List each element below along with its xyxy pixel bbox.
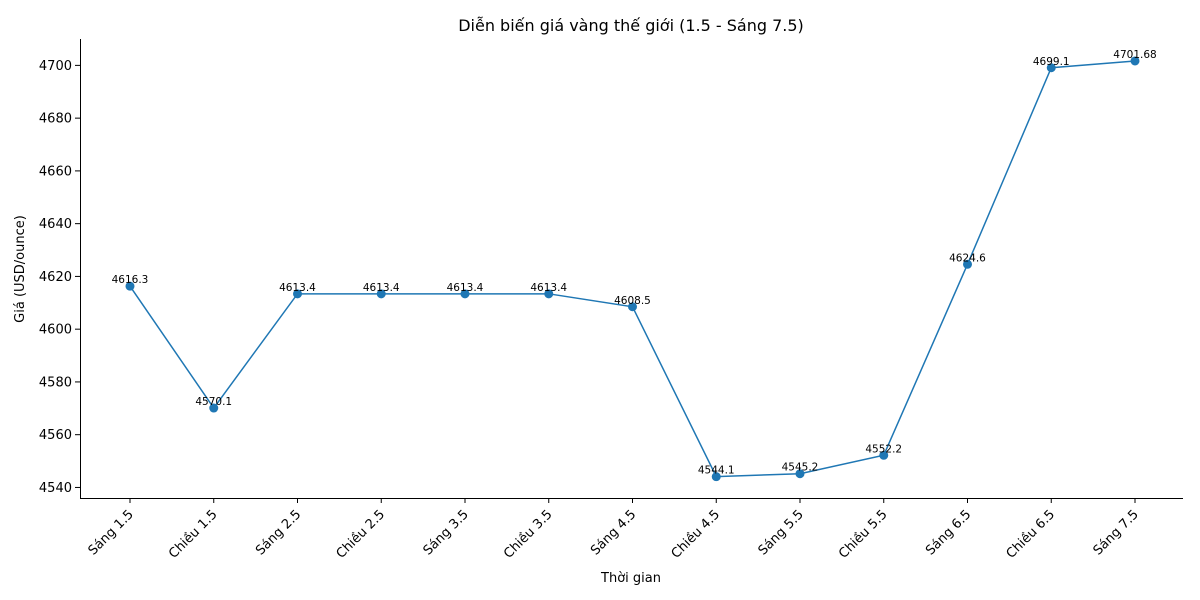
y-tick-label: 4600	[39, 323, 72, 338]
series-price: 4616.3 4570.1 4613.4 4613.4 4613.4 4613.4 4608…	[112, 49, 1157, 482]
data-label: 4552.2	[865, 443, 902, 455]
data-label: 4613.4	[363, 282, 400, 294]
data-label: 4624.6	[949, 252, 986, 264]
data-point	[209, 403, 219, 413]
y-tick-label: 4620	[39, 270, 72, 285]
data-point	[963, 259, 972, 269]
x-tick-label: Chiều 2.5	[334, 507, 388, 561]
data-point	[1130, 56, 1140, 66]
x-tick-label: Sáng 1.5	[86, 507, 137, 558]
x-tick-label: Chiều 1.5	[166, 507, 220, 561]
data-label: 4613.4	[279, 282, 316, 294]
x-axis: Sáng 1.5 Chiều 1.5 Sáng 2.5 Chiều 2.5 Sáng 3…	[86, 498, 1142, 562]
x-tick-label: Sáng 2.5	[253, 507, 304, 558]
y-tick-label: 4700	[39, 59, 72, 74]
x-axis-label: Thời gian	[600, 571, 661, 586]
data-label: 4613.4	[530, 282, 567, 294]
y-tick-label: 4540	[39, 481, 72, 496]
x-tick-label: Sáng 5.5	[756, 507, 807, 558]
data-point	[376, 289, 386, 299]
x-tick-label: Chiều 5.5	[836, 507, 890, 561]
data-label: 4545.2	[782, 462, 819, 474]
data-point	[544, 289, 554, 299]
data-point	[711, 472, 721, 482]
data-point	[795, 469, 805, 479]
x-tick-label: Chiều 4.5	[669, 507, 723, 561]
x-tick-label: Sáng 3.5	[421, 507, 472, 558]
y-tick-label: 4640	[39, 217, 72, 232]
data-point	[460, 289, 470, 299]
data-label: 4608.5	[614, 295, 651, 307]
x-tick-label: Sáng 4.5	[588, 507, 639, 558]
y-tick-label: 4560	[39, 428, 72, 443]
data-point	[1046, 63, 1056, 73]
x-tick-label: Sáng 6.5	[923, 507, 974, 558]
data-point	[628, 302, 637, 312]
data-point	[879, 450, 889, 460]
chart-title: Diễn biến giá vàng thế giới (1.5 - Sáng …	[458, 16, 804, 35]
data-label: 4616.3	[112, 274, 149, 286]
data-label: 4699.1	[1033, 56, 1070, 68]
data-point	[125, 281, 135, 291]
y-tick-label: 4580	[39, 375, 72, 390]
data-label: 4544.1	[698, 465, 735, 477]
y-axis-label: Giá (USD/ounce)	[13, 215, 28, 323]
y-tick-label: 4680	[39, 112, 72, 127]
y-axis: 4540 4560 4580 4600 4620 4640 4660 4680 4700	[39, 59, 80, 496]
x-tick-label: Sáng 7.5	[1091, 507, 1142, 558]
data-label: 4701.68	[1113, 49, 1156, 61]
data-point	[293, 289, 302, 299]
data-label: 4570.1	[195, 396, 232, 408]
x-tick-label: Chiều 3.5	[501, 507, 555, 561]
data-label: 4613.4	[447, 282, 484, 294]
y-tick-label: 4660	[39, 164, 72, 179]
series-line	[129, 60, 1136, 478]
x-tick-label: Chiều 6.5	[1004, 507, 1058, 561]
